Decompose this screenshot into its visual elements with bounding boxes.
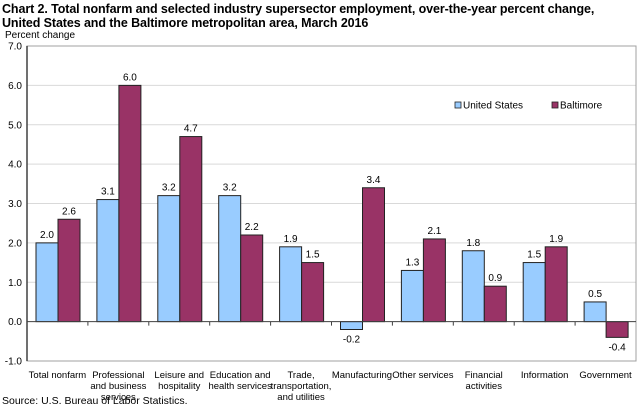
bar-united-states [522,262,546,323]
bar-united-states [400,269,424,323]
chart-title-line-1: Chart 2. Total nonfarm and selected indu… [2,2,595,16]
category-label: Leisure and hospitality [154,370,204,392]
data-label: 4.7 [184,124,198,135]
bar-united-states [96,199,120,323]
category-label-line: and utilities [277,392,325,403]
bars [35,84,629,338]
category-label-line: and business [90,381,146,392]
y-tick-label: 2.0 [8,238,22,249]
legend-label-baltimore: Baltimore [560,101,603,112]
category-label-line: Education and [210,370,271,381]
y-tick-label: 0.0 [8,317,22,328]
bar-baltimore [240,234,264,323]
category-label-line: activities [466,381,503,392]
y-tick-label: 3.0 [8,199,22,210]
data-label: 0.5 [588,289,602,300]
category-label-line: health services [208,381,272,392]
x-axis-ticks [87,321,576,326]
data-label: 3.1 [101,187,115,198]
data-label: -0.4 [608,342,626,353]
bar-baltimore [605,321,629,338]
y-tick-label: 5.0 [8,120,22,131]
category-label-line: services [101,392,136,403]
category-label: Education and health services [208,370,272,392]
data-label: 2.1 [427,226,441,237]
bar-baltimore [118,84,142,323]
category-label-line: Financial [465,370,503,381]
data-label: 6.0 [123,72,137,83]
category-label-line: Other services [392,370,453,381]
y-tick-label: 1.0 [8,278,22,289]
category-label: Trade, transportation, and utilities [271,370,332,403]
category-label: Other services [392,370,453,381]
y-tick-label: -1.0 [5,357,23,368]
data-label: 0.9 [488,273,502,284]
bar-united-states [461,250,485,323]
category-label-line: Government [579,370,632,381]
category-label: Manufacturing [332,370,392,381]
bar-united-states [583,301,607,323]
data-label: 1.9 [284,234,298,245]
category-label-line: Leisure and [154,370,204,381]
legend-label-united-states: United States [463,101,523,112]
bar-baltimore [362,187,385,323]
bar-baltimore [179,136,203,323]
bar-united-states [157,195,181,323]
y-tick-label: 4.0 [8,160,22,171]
data-label: 3.4 [367,175,381,186]
bar-baltimore [422,238,446,323]
category-label-line: Information [521,370,569,381]
legend-swatch-baltimore [551,101,559,109]
category-label-line: Professional [92,370,144,381]
data-label: 1.3 [405,257,419,268]
legend: United States Baltimore [454,101,603,112]
category-labels: Total nonfarm Professional and business ser… [29,370,632,403]
category-label-line: Manufacturing [332,370,392,381]
category-label: Information [521,370,569,381]
data-label: -0.2 [343,335,361,346]
bar-united-states [279,246,303,323]
data-labels: 2.0 3.1 3.2 3.2 1.9 -0.2 1.3 1.8 1.5 0.5 2.6 6.0 4.7… [40,72,626,353]
data-label: 2.6 [62,206,76,217]
y-axis-label: Percent change [5,30,76,41]
y-axis-ticks: 7.0 6.0 5.0 4.0 3.0 2.0 1.0 0.0 -1.0 [5,42,23,368]
bar-baltimore [57,218,81,323]
data-label: 2.2 [245,222,259,233]
category-label: Professional and business services [90,370,146,403]
bar-united-states [35,242,59,323]
bar-united-states [218,195,242,323]
bar-baltimore [544,246,568,323]
category-label-line: Total nonfarm [29,370,87,381]
data-label: 1.8 [466,238,480,249]
category-label-line: Trade, [287,370,314,381]
chart-title: Chart 2. Total nonfarm and selected indu… [2,2,594,30]
data-label: 1.5 [306,250,320,261]
bar-baltimore [483,285,507,323]
legend-swatch-united-states [454,101,462,109]
chart-title-line-2: United States and the Baltimore metropol… [2,16,369,30]
data-label: 3.2 [162,183,176,194]
data-label: 1.9 [549,234,563,245]
category-label: Government [579,370,632,381]
data-label: 2.0 [40,230,54,241]
category-label-line: hospitality [158,381,200,392]
y-tick-label: 6.0 [8,81,22,92]
bar-baltimore [301,262,325,323]
category-label: Total nonfarm [29,370,87,381]
y-tick-label: 7.0 [8,42,22,53]
source-note: Source: U.S. Bureau of Labor Statistics. [2,395,188,407]
data-label: 3.2 [223,183,237,194]
category-label: Financial activities [465,370,503,392]
bar-united-states [340,321,363,330]
category-label-line: transportation, [271,381,332,392]
data-label: 1.5 [527,250,541,261]
